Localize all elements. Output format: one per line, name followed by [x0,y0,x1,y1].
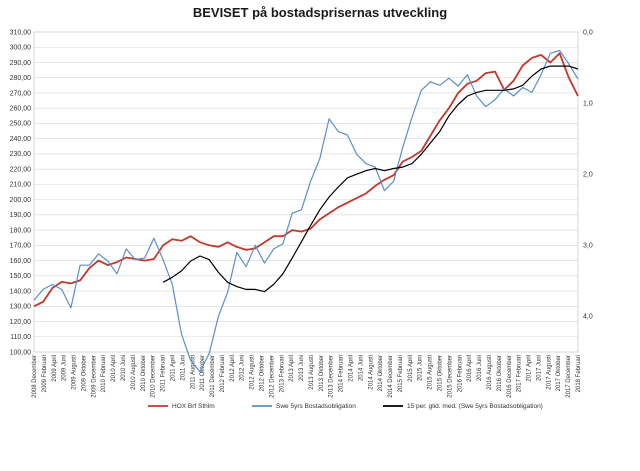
right-axis-ticks: 0,0 1,0 2,0 3,0 4,0 [583,29,593,320]
x-tick-label: 2015 December [447,355,453,398]
left-tick-label: 180,00 [10,227,32,234]
legend-label-3: 15 per. glid. med. (Swe 5yrs Bostadsobli… [407,403,543,410]
x-tick-label: 2011 Juni [180,355,186,381]
x-tick-label: 2013 Juni [299,355,305,381]
left-tick-label: 160,00 [10,258,32,265]
x-tick-label: 2012 December [269,355,275,398]
x-tick-label: 2012 Oktober [259,355,265,391]
x-tick-label: 2010 Juni [121,355,127,381]
x-tick-label: 2017 April [527,355,533,382]
x-tick-label: 2014 Februari [339,355,345,392]
x-tick-label: 2010 Oktober [141,355,147,391]
left-tick-label: 120,00 [10,319,32,326]
left-tick-label: 170,00 [10,243,32,250]
x-tick-label: 2017 December [566,355,572,398]
left-tick-label: 190,00 [10,212,32,219]
x-tick-label: 2017 Februari [517,355,523,392]
right-tick-label: 0,0 [583,29,593,36]
x-tick-label: 2010 Augusti [131,355,137,390]
x-tick-label: 2013 Februari [279,355,285,392]
gridlines [33,31,579,353]
x-tick-label: 2010 April [111,355,117,382]
x-tick-label: 2011 December [210,355,216,397]
left-tick-label: 110,00 [10,334,31,341]
left-tick-label: 130,00 [10,304,32,311]
x-tick-label: 2012 Juni [240,355,246,381]
plot-frame [33,31,579,353]
x-tick-label: 2014 December [388,355,394,398]
x-tick-label: 2014 Augusti [368,355,374,390]
right-tick-label: 1,0 [583,100,593,107]
legend-label-1: HOX Brf Sthlm [172,403,215,410]
right-tick-label: 4,0 [583,314,593,321]
x-tick-label: 2017 Augusti [546,355,552,390]
x-tick-label: 2014 Juni [358,355,364,381]
series-line-3 [162,65,579,293]
left-tick-label: 290,00 [10,60,32,67]
x-tick-label: 2017 Juni [536,355,542,381]
x-tick-label: 2015 April [408,355,414,382]
left-tick-label: 310,00 [10,29,32,36]
chart-title: BEVISET på bostadsprisernas utveckling [193,5,447,20]
x-tick-label: 2013 December [329,355,335,398]
x-tick-label: 2014 Oktober [378,355,384,391]
left-tick-label: 220,00 [10,166,32,173]
left-tick-label: 270,00 [10,90,32,97]
left-tick-label: 210,00 [10,182,32,189]
legend-label-2: Swe 5yrs Bostadsobligation [276,403,356,410]
x-tick-label: 2009 December [91,355,97,398]
x-tick-label: 2014 April [349,355,355,382]
series-line-2 [33,49,579,373]
x-tick-label: 2015 Augusti [428,355,434,390]
left-tick-label: 250,00 [10,121,32,128]
x-tick-label: 2016 Oktober [497,355,503,391]
x-tick-label: 2012 April [230,355,236,382]
x-tick-label: 2010 Februari [101,355,107,392]
legend: HOX Brf Sthlm Swe 5yrs Bostadsobligation 1… [148,403,543,410]
x-tick-label: 2011 Augusti [190,355,196,389]
x-tick-label: 2013 Oktober [319,355,325,391]
x-tick-label: 2016 Augusti [487,355,493,390]
x-tick-label: 2018 Februari [576,355,582,392]
x-tick-label: 2009 Juni [62,355,68,381]
x-tick-label: 2015 Februari [398,355,404,392]
left-tick-label: 140,00 [10,288,32,295]
x-tick-label: 2009 April [52,355,58,382]
right-tick-label: 2,0 [583,172,593,179]
x-tick-label: 2012 Augusti [250,355,256,390]
x-tick-label: 2009 Oktober [81,355,87,391]
x-tick-label: 2013 Augusti [309,355,315,390]
x-tick-label: 2011 Oktober [200,355,206,391]
left-tick-label: 260,00 [10,105,32,112]
left-tick-label: 300,00 [10,45,32,52]
x-axis-ticks: 2008 December 2009 Februari 2009 April 2009… [32,355,582,398]
left-tick-label: 230,00 [10,151,32,158]
x-tick-label: 2016 April [467,355,473,382]
left-tick-label: 200,00 [10,197,32,204]
x-tick-label: 2011 April [170,355,176,381]
x-tick-label: 2012 Februari [220,355,226,392]
left-tick-label: 240,00 [10,136,32,143]
x-tick-label: 2013 April [289,355,295,382]
left-axis-ticks: 100,00 110,00 120,00 130,00 140,00 150,00 160,… [10,29,32,356]
right-tick-label: 3,0 [583,243,593,250]
x-tick-label: 2009 Februari [42,355,48,392]
left-tick-label: 100,00 [10,349,32,356]
x-tick-label: 2015 Oktober [438,355,444,391]
x-tick-label: 2016 December [507,355,513,398]
x-tick-label: 2008 December [32,355,38,398]
series-line-1 [33,52,579,308]
series-lines [33,49,579,373]
x-tick-label: 2017 Oktober [556,355,562,391]
x-tick-label: 2015 Juni [418,355,424,381]
x-tick-label: 2016 Juni [477,355,483,381]
x-tick-label: 2016 Februari [457,355,463,392]
x-tick-label: 2009 Augusti [72,355,78,390]
x-tick-label: 2011 Februari [161,355,167,392]
left-tick-label: 150,00 [10,273,32,280]
x-tick-label: 2010 December [151,355,157,398]
left-tick-label: 280,00 [10,75,32,82]
